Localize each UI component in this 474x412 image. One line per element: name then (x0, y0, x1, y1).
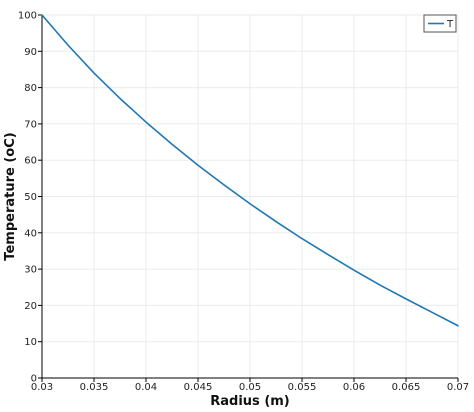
series (41, 14, 459, 327)
x-tick-label: 0.03 (31, 382, 53, 393)
x-tick-label: 0.045 (184, 382, 213, 393)
x-tick-label: 0.04 (135, 382, 157, 393)
ticks: 0.03 0.035 0.04 0.045 0.05 0.055 0.06 0.065 0.07… (18, 11, 469, 394)
series-line-T (41, 14, 459, 327)
y-tick-label: 60 (24, 156, 37, 167)
x-tick-label: 0.05 (239, 382, 261, 393)
x-tick-label: 0.06 (343, 382, 365, 393)
y-axis-title: Temperature (oC) (3, 132, 18, 260)
legend-label: T (446, 19, 454, 30)
y-tick-label: 100 (18, 11, 37, 22)
y-tick-label: 40 (24, 228, 37, 239)
x-axis-title: Radius (m) (210, 394, 290, 409)
y-tick-label: 10 (24, 337, 37, 348)
y-tick-label: 90 (24, 47, 37, 58)
y-tick-label: 80 (24, 83, 37, 94)
grid (41, 14, 459, 379)
x-tick-label: 0.035 (80, 382, 109, 393)
x-tick-label: 0.065 (392, 382, 421, 393)
x-tick-label: 0.07 (447, 382, 469, 393)
y-tick-label: 50 (24, 192, 37, 203)
legend: T (423, 14, 457, 33)
x-tick-label: 0.055 (288, 382, 317, 393)
y-tick-label: 20 (24, 301, 37, 312)
y-tick-label: 70 (24, 119, 37, 130)
y-tick-label: 30 (24, 265, 37, 276)
y-tick-label: 0 (31, 374, 37, 385)
